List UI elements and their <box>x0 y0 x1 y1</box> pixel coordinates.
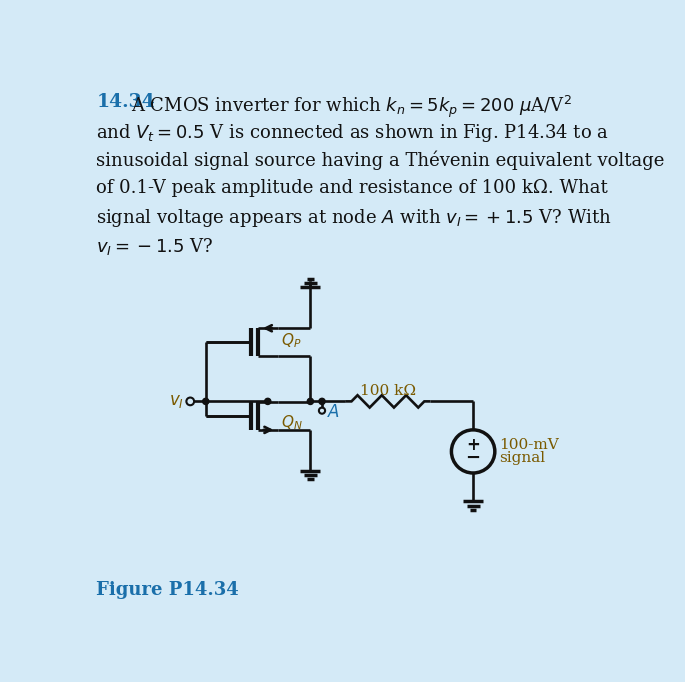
Text: signal: signal <box>499 451 545 464</box>
Text: $A$: $A$ <box>327 404 340 421</box>
Text: +: + <box>466 436 480 454</box>
Text: sinusoidal signal source having a Thévenin equivalent voltage: sinusoidal signal source having a Théven… <box>97 150 665 170</box>
Text: 100 kΩ: 100 kΩ <box>360 383 416 398</box>
Text: signal voltage appears at node $A$ with $v_I = +1.5$ V? With: signal voltage appears at node $A$ with … <box>97 207 612 229</box>
Circle shape <box>319 398 325 404</box>
Text: and $V_t = 0.5$ V is connected as shown in Fig. P14.34 to a: and $V_t = 0.5$ V is connected as shown … <box>97 122 610 144</box>
Text: A CMOS inverter for which $k_n = 5k_p = 200\ \mu$A/V$^2$: A CMOS inverter for which $k_n = 5k_p = … <box>131 93 571 119</box>
Text: −: − <box>466 449 481 467</box>
Text: 14.34: 14.34 <box>97 93 155 111</box>
Text: Figure P14.34: Figure P14.34 <box>97 581 239 599</box>
Circle shape <box>203 398 209 404</box>
Circle shape <box>264 398 271 404</box>
Text: $Q_N$: $Q_N$ <box>281 413 303 432</box>
Text: $v_I$: $v_I$ <box>169 393 184 410</box>
Text: of 0.1-V peak amplitude and resistance of 100 kΩ. What: of 0.1-V peak amplitude and resistance o… <box>97 179 608 197</box>
Circle shape <box>308 398 314 404</box>
Text: $v_I = -1.5$ V?: $v_I = -1.5$ V? <box>97 236 214 257</box>
Text: $Q_P$: $Q_P$ <box>281 331 301 350</box>
Text: 100-mV: 100-mV <box>499 439 559 452</box>
